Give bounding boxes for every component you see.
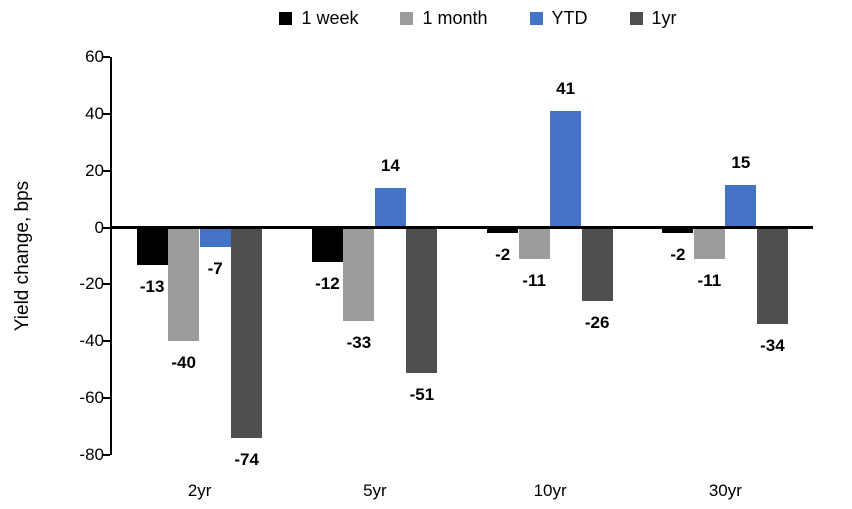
legend-swatch-icon [279,11,293,25]
legend-swatch-icon [529,11,543,25]
legend-item: 1yr [629,8,677,28]
bar-value-label: -11 [522,270,546,290]
y-tick-label: 20 [85,160,104,180]
bar-YTD-2yr [199,227,231,248]
x-axis-labels: 2yr 5yr 10yr 30yr [112,481,813,501]
bar-value-label: 41 [556,79,576,98]
y-axis-tick [102,283,110,286]
bar-value-label: -74 [234,449,259,469]
bar-value-label: -40 [171,353,196,373]
bar-YTD-5yr [374,187,406,228]
category-label-30yr: 30yr [708,481,742,500]
bar-value-label: -2 [670,245,686,265]
bar-value-label: -11 [697,270,722,290]
bar-1yr-10yr [581,227,613,302]
legend-item: 1 month [400,8,488,28]
y-tick-label: 40 [85,103,104,123]
bar-1-week-10yr [487,227,519,234]
bar-1yr-30yr [756,227,788,325]
y-tick-label: -80 [79,445,104,464]
bar-1-month-5yr [343,227,375,322]
y-axis-tick [102,112,110,115]
bar-value-label: -34 [760,336,785,356]
category-label-10yr: 10yr [533,481,567,500]
zero-baseline [112,226,813,230]
bar-value-label: -26 [584,313,610,333]
bar-value-label: 14 [380,155,400,175]
y-axis-tick [102,454,110,456]
chart-legend: 1 week 1 month YTD 1yr [52,8,852,28]
y-axis-tick [102,340,110,343]
bar-value-label: -13 [139,276,165,296]
legend-label: 1yr [651,8,677,28]
legend-label: 1 month [422,8,488,28]
bar-1-month-30yr [693,227,725,259]
bar-1-month-2yr [168,227,200,342]
bar-YTD-10yr [550,111,582,228]
bar-1-month-10yr [518,227,550,259]
bar-value-label: -12 [315,273,340,293]
legend-swatch-icon [629,11,643,25]
bar-1-week-5yr [311,227,343,262]
bar-value-label: -7 [207,259,223,279]
category-label-2yr: 2yr [187,481,212,500]
y-axis-tick [102,56,110,58]
bar-1yr-2yr [231,227,263,438]
y-axis-tick [102,397,110,400]
legend-swatch-icon [400,11,414,25]
bar-value-label: -2 [495,245,511,265]
bar-value-label: 15 [731,152,751,172]
y-tick-label: -20 [79,274,104,294]
y-tick-label: 60 [85,47,104,66]
legend-label: 1 week [301,8,359,28]
bar-1-week-30yr [662,227,694,234]
y-axis-tick [102,169,110,172]
legend-item: 1 week [279,8,358,28]
bar-value-label: -33 [346,333,372,353]
bar-1-week-2yr [136,227,168,265]
y-axis-line [110,57,112,455]
bar-YTD-30yr [725,184,757,228]
y-tick-label: -60 [79,388,104,408]
legend-item: YTD [529,8,588,28]
y-tick-label: -40 [79,331,104,351]
bar-1yr-5yr [406,227,438,373]
y-tick-label: 0 [94,217,104,237]
category-label-5yr: 5yr [363,481,387,500]
bar-value-label: -51 [409,384,435,404]
legend-label: YTD [551,8,588,28]
y-axis-tick [102,226,110,229]
